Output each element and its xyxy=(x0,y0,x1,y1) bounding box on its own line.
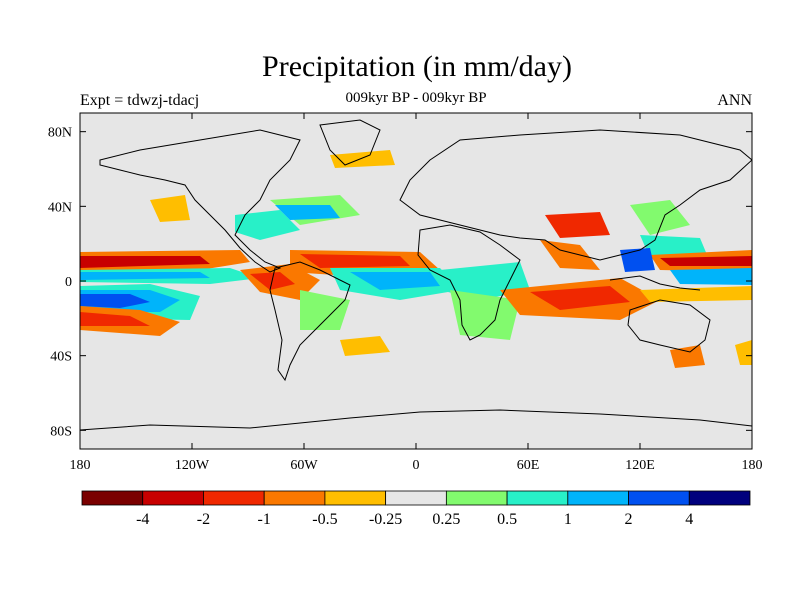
lat-tick-label: 0 xyxy=(65,275,72,290)
lon-tick-label: 180 xyxy=(70,458,91,473)
colorbar-swatch xyxy=(263,490,326,506)
colorbar-label: -1 xyxy=(258,511,271,528)
colorbar-swatch xyxy=(142,490,204,506)
anomaly-patch xyxy=(150,195,190,222)
coastline-australia xyxy=(627,299,711,353)
anomaly-patch xyxy=(300,290,350,330)
anomaly-patch xyxy=(80,294,150,308)
anomaly-patch xyxy=(350,272,440,290)
colorbar-swatch xyxy=(445,490,508,506)
lon-tick-label: 120E xyxy=(625,458,655,473)
lat-tick-label: 80N xyxy=(48,126,72,141)
colorbar: -4 -2 -1 -0.5 -0.25 0.25 0.5 1 2 4 xyxy=(81,490,751,528)
anomaly-patch xyxy=(340,336,390,356)
colorbar-label: -2 xyxy=(197,511,210,528)
colorbar-label: 0.25 xyxy=(432,511,460,528)
colorbar-label: -4 xyxy=(136,511,149,528)
anomaly-field xyxy=(80,150,752,368)
lon-tick-label: 120W xyxy=(175,458,210,473)
anomaly-patch xyxy=(545,212,610,238)
anomaly-patch xyxy=(450,290,520,340)
season-label: ANN xyxy=(717,92,752,109)
lat-tick-label: 40N xyxy=(48,200,72,215)
colorbar-swatch xyxy=(81,490,144,506)
anomaly-patch xyxy=(640,286,752,302)
coastline-europe-asia xyxy=(399,129,752,261)
anomaly-patch xyxy=(670,345,705,368)
coastline-greenland xyxy=(319,119,381,166)
anomaly-patch xyxy=(735,340,752,365)
lat-tick-label: 40S xyxy=(50,350,72,365)
plot-title: Precipitation (in mm/day) xyxy=(262,50,572,83)
plot-subtitle: 009kyr BP - 009kyr BP xyxy=(345,90,487,106)
coastline-antarctica xyxy=(80,409,752,431)
anomaly-patch xyxy=(80,312,150,326)
anomaly-patch xyxy=(300,254,410,268)
colorbar-label: -0.5 xyxy=(312,511,337,528)
experiment-label: Expt = tdwzj-tdacj xyxy=(80,92,200,109)
coastline-north-america xyxy=(99,129,301,273)
lon-tick-label: 60E xyxy=(517,458,540,473)
anomaly-patch xyxy=(620,248,655,272)
colorbar-swatch xyxy=(324,490,387,506)
anomaly-patch xyxy=(330,150,395,168)
anomaly-patch xyxy=(660,256,752,266)
lon-tick-label: 60W xyxy=(290,458,318,473)
colorbar-swatch xyxy=(688,490,751,506)
colorbar-label: -0.25 xyxy=(369,511,402,528)
anomaly-patch xyxy=(80,256,210,268)
coastline-maritime-continent xyxy=(609,275,701,291)
colorbar-label: 0.5 xyxy=(497,511,517,528)
anomaly-patch xyxy=(530,286,630,310)
lat-tick-label: 80S xyxy=(50,424,72,439)
axis-ticks xyxy=(79,113,753,449)
coastlines xyxy=(80,119,752,431)
coastline-africa xyxy=(417,224,521,341)
lon-tick-label: 0 xyxy=(413,458,420,473)
colorbar-label: 2 xyxy=(625,511,633,528)
colorbar-swatch xyxy=(567,490,629,506)
colorbar-swatch xyxy=(628,490,690,506)
anomaly-patch xyxy=(540,240,600,270)
anomaly-patch xyxy=(670,268,752,285)
anomaly-patch xyxy=(235,210,300,240)
axis-labels: 80N 40N 0 40S 80S 180 120W 60W 0 60E 120E 180 xyxy=(48,126,763,473)
colorbar-label: 4 xyxy=(685,511,693,528)
coastline-south-america xyxy=(269,261,351,382)
lon-tick-label: 180 xyxy=(742,458,763,473)
anomaly-patch xyxy=(275,205,340,220)
anomaly-patch xyxy=(80,272,210,280)
colorbar-swatch xyxy=(506,490,569,506)
colorbar-swatch xyxy=(203,490,265,506)
colorbar-swatch xyxy=(385,490,447,506)
colorbar-label: 1 xyxy=(564,511,572,528)
